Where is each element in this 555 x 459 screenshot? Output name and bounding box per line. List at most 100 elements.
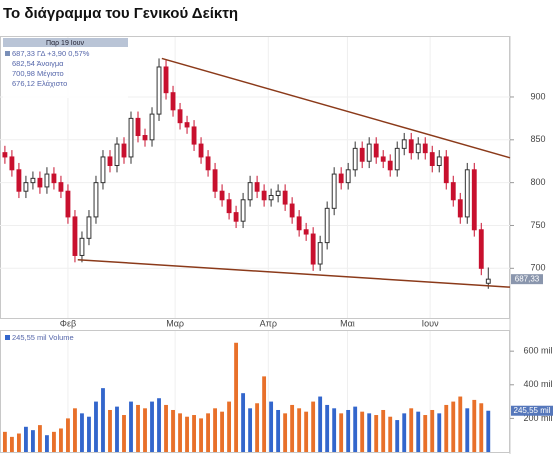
candle-body	[79, 237, 85, 256]
volume-bar	[353, 406, 358, 452]
volume-legend: 245,55 mil Volume	[12, 333, 74, 342]
volume-bar	[423, 415, 428, 452]
candle-body	[93, 182, 99, 218]
candle-body	[310, 233, 316, 265]
candle-body	[408, 139, 414, 154]
y-tick-label: 850	[530, 134, 545, 144]
volume-bar	[2, 431, 7, 452]
y-tick-label: 600 mil	[523, 346, 552, 356]
candle-body	[394, 147, 400, 171]
volume-bar	[30, 430, 35, 452]
volume-bar	[115, 406, 119, 452]
volume-bar	[283, 413, 288, 452]
candle-body	[51, 173, 57, 184]
candle-body	[107, 156, 113, 167]
info-line: 682,54 Άνοιγμα	[12, 59, 64, 68]
volume-bar	[430, 409, 435, 452]
y-tick-label: 400 mil	[523, 379, 552, 389]
candle-body	[485, 278, 491, 284]
candle-body	[72, 216, 78, 256]
plot: 700 750 800 850 900 Φεβ Μαρ Απρ Μαι Ιουν 687,33 200…	[0, 37, 553, 452]
candle-body	[247, 182, 253, 201]
volume-bar	[66, 418, 70, 452]
candle-body	[163, 66, 169, 94]
volume-bar	[297, 408, 302, 452]
candle-body	[37, 177, 43, 188]
volume-bar	[150, 401, 154, 452]
candle-body	[443, 156, 449, 184]
candle-body	[275, 190, 281, 196]
volume-bar	[339, 413, 344, 452]
volume-bar	[108, 409, 112, 452]
candle-body	[478, 229, 484, 269]
candle-body	[296, 216, 302, 231]
x-tick-label: Μαρ	[166, 318, 184, 328]
volume-bar	[73, 408, 77, 452]
candle-body	[2, 152, 8, 158]
volume-bar	[395, 420, 400, 452]
volume-bar	[192, 415, 196, 452]
y-tick-label: 900	[530, 91, 545, 101]
volume-bar	[472, 399, 477, 452]
volume-bar	[16, 433, 21, 452]
trend-line	[161, 57, 511, 159]
volume-bar	[465, 408, 470, 452]
volume-bar	[444, 404, 449, 452]
candle-body	[303, 229, 309, 235]
candle-body	[226, 199, 232, 214]
chart-title: Το διάγραμμα του Γενικού Δείκτη	[3, 5, 238, 22]
volume-bar	[185, 416, 189, 452]
candle-body	[422, 143, 428, 154]
legend-swatch	[5, 51, 10, 56]
volume-bar	[416, 411, 421, 452]
volume-bar	[45, 435, 49, 452]
candle-body	[282, 190, 288, 205]
volume-bar	[437, 413, 442, 452]
y-tick-label: 750	[530, 220, 545, 230]
candle-body	[289, 203, 295, 218]
info-line: 687,33 ΓΔ +3,90 0,57%	[12, 49, 90, 58]
candle-body	[464, 169, 470, 218]
candle-body	[149, 113, 155, 141]
volume-bar	[136, 404, 140, 452]
candle-body	[212, 169, 218, 192]
volume-bar	[374, 415, 379, 452]
volume-bar	[38, 425, 42, 452]
legend-swatch	[5, 335, 10, 340]
volume-bar	[213, 408, 217, 452]
last-value-box	[511, 274, 543, 285]
volume-bar	[332, 408, 337, 452]
volume-bar	[199, 418, 203, 452]
volume-bar	[227, 401, 232, 452]
volume-bar	[52, 431, 56, 452]
volume-bar	[164, 404, 168, 452]
candle-body	[128, 117, 134, 158]
volume-bar	[255, 403, 260, 452]
candle-body	[268, 194, 274, 201]
candle-body	[44, 173, 50, 188]
candle-body	[58, 182, 64, 192]
candle-body	[121, 143, 127, 158]
candle-body	[317, 242, 323, 265]
candle-body	[191, 126, 197, 145]
volume-bar	[290, 404, 295, 452]
last-value-label: 245,55 mil	[514, 406, 551, 415]
candle-body	[240, 199, 246, 222]
last-value-box	[511, 405, 553, 416]
volume-bar	[486, 410, 491, 452]
volume-bar	[346, 409, 351, 452]
candle-body	[366, 143, 372, 162]
info-box	[3, 38, 128, 98]
y-tick-label: 200 mil	[523, 413, 552, 423]
candle-body	[170, 92, 176, 111]
candle-body	[9, 156, 15, 171]
info-header	[3, 38, 128, 47]
volume-bar	[122, 415, 126, 452]
candle-body	[177, 109, 183, 124]
info-date: Παρ 19 Ιουν	[46, 40, 84, 47]
volume-bar	[381, 409, 386, 452]
candle-body	[65, 190, 71, 218]
candle-body	[457, 199, 463, 218]
volume-bar	[171, 409, 175, 452]
trend-line	[77, 258, 511, 288]
